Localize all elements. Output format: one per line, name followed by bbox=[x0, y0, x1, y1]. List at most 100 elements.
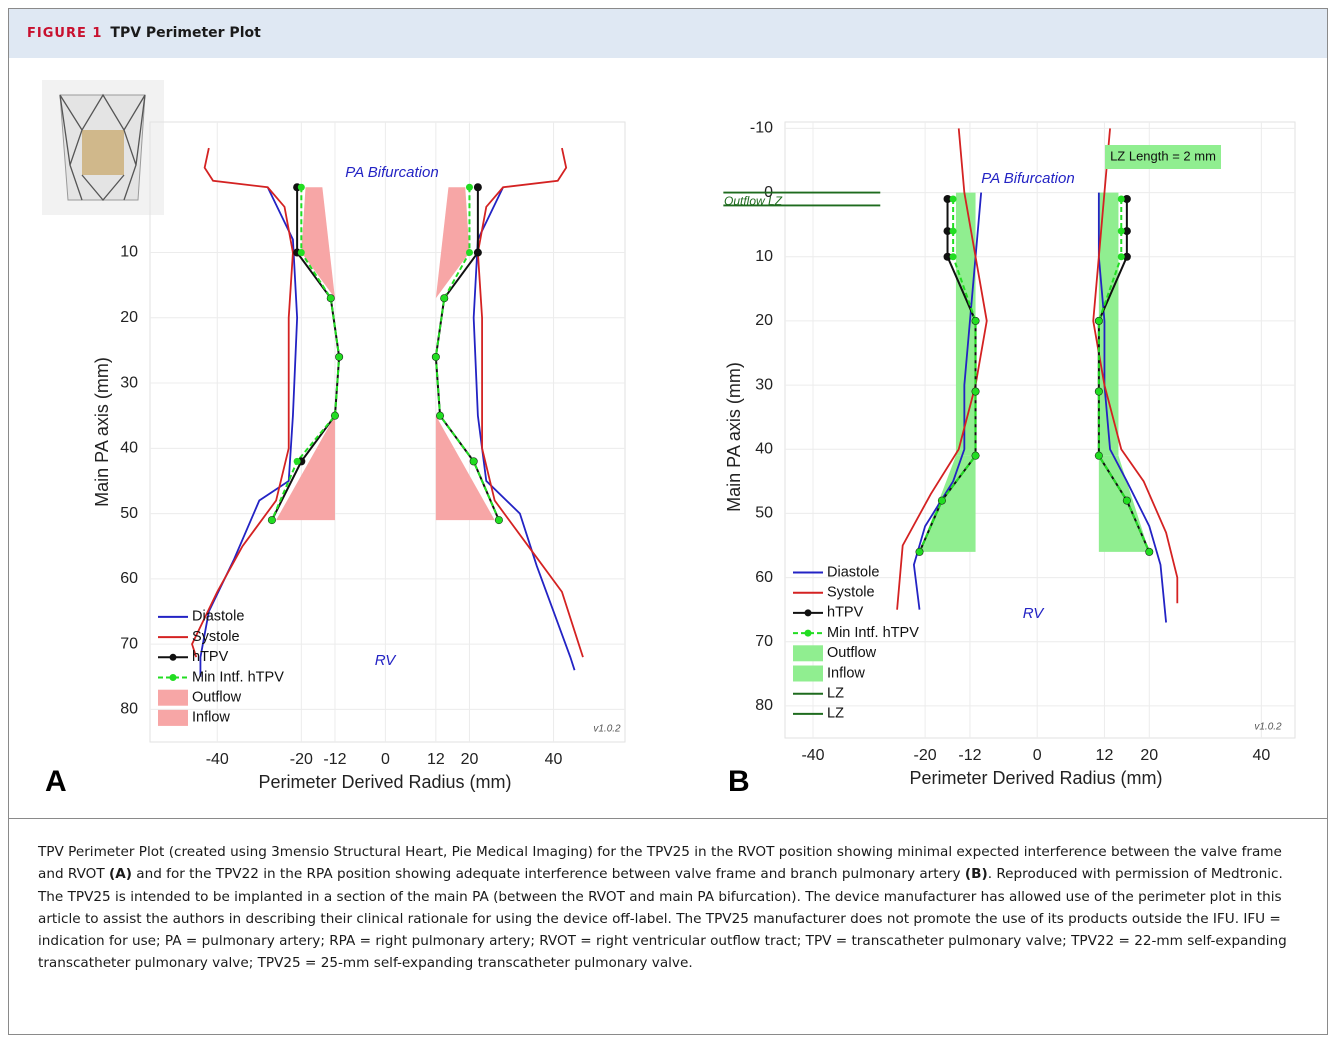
legend-swatch bbox=[158, 689, 188, 706]
y-tick-label: 20 bbox=[120, 309, 138, 326]
caption-text: and for the TPV22 in the RPA position sh… bbox=[131, 866, 965, 883]
y-tick-label: 50 bbox=[120, 505, 138, 522]
marker bbox=[1095, 388, 1103, 395]
x-axis-label: Perimeter Derived Radius (mm) bbox=[258, 772, 511, 792]
legend-swatch bbox=[793, 645, 823, 662]
area bbox=[435, 187, 470, 299]
chart: -40 -20 -12 0 12 20 40-1001020304050607080Peri… bbox=[723, 120, 1296, 798]
legend-swatch bbox=[158, 709, 188, 726]
y-tick-label: 10 bbox=[755, 248, 773, 265]
figure-label: FIGURE 1 bbox=[27, 26, 103, 41]
marker bbox=[1095, 317, 1103, 325]
area bbox=[276, 415, 335, 521]
plot-area bbox=[784, 121, 1296, 739]
x-tick-label: 0 bbox=[381, 751, 390, 768]
marker bbox=[297, 183, 305, 191]
figure-header: FIGURE 1 TPV Perimeter Plot bbox=[9, 9, 1327, 58]
x-tick-label: 12 bbox=[1096, 747, 1114, 764]
chart: -40 -20 -12 0 12 20 40 10 20 30 40 50 60 70 80 Perimete… bbox=[45, 121, 626, 798]
legend-marker bbox=[169, 653, 177, 661]
x-tick-label: 0 bbox=[1033, 747, 1042, 764]
marker bbox=[972, 388, 980, 395]
legend-label: Diastole bbox=[827, 564, 879, 580]
line bbox=[1092, 128, 1179, 604]
annotation-box bbox=[1105, 145, 1221, 169]
caption-text: (B) bbox=[964, 866, 988, 883]
y-tick-label: 20 bbox=[755, 312, 773, 329]
legend-label: Outflow bbox=[827, 645, 877, 661]
x-tick-label: 20 bbox=[461, 751, 479, 768]
y-tick-label: -10 bbox=[750, 120, 773, 137]
annotation: LZ Length = 2 mm bbox=[1110, 148, 1216, 163]
marker bbox=[465, 249, 473, 257]
marker bbox=[268, 516, 276, 524]
panel-label: A bbox=[45, 765, 67, 798]
marker bbox=[1123, 497, 1131, 505]
x-tick-label: -40 bbox=[801, 747, 824, 764]
caption-text: . Reproduced with permission of Medtroni… bbox=[38, 866, 1287, 972]
line bbox=[1097, 199, 1151, 553]
x-tick-label: -40 bbox=[206, 751, 229, 768]
marker bbox=[938, 497, 946, 505]
marker bbox=[432, 353, 440, 361]
marker bbox=[473, 183, 482, 192]
area bbox=[955, 192, 976, 456]
y-tick-label: 40 bbox=[755, 440, 773, 457]
legend-marker bbox=[169, 674, 177, 681]
area bbox=[1098, 455, 1150, 552]
legend-swatch bbox=[793, 665, 823, 682]
figure: FIGURE 1 TPV Perimeter Plot TPV Perimeter… bbox=[8, 8, 1328, 1035]
caption-text: (A) bbox=[108, 866, 132, 883]
marker bbox=[1117, 253, 1125, 261]
legend-marker bbox=[804, 609, 812, 617]
area bbox=[301, 187, 335, 299]
y-tick-label: 80 bbox=[755, 697, 773, 714]
x-tick-label: 40 bbox=[1252, 747, 1270, 764]
marker bbox=[916, 548, 924, 556]
charts: -40 -20 -12 0 12 20 40 10 20 30 40 50 60 70 80 Perimete… bbox=[42, 80, 1296, 798]
legend-label: Systole bbox=[827, 585, 875, 601]
y-tick-label: 50 bbox=[755, 505, 773, 522]
line bbox=[1097, 192, 1167, 623]
panel-label: B bbox=[728, 765, 750, 798]
annotation: RV bbox=[1023, 605, 1046, 622]
marker bbox=[470, 457, 478, 465]
legend-label: LZ bbox=[827, 706, 844, 722]
legend-label: Min Intf. hTPV bbox=[192, 669, 284, 685]
legend-label: LZ bbox=[827, 686, 844, 702]
figure-title: TPV Perimeter Plot bbox=[110, 25, 261, 41]
y-tick-label: 60 bbox=[120, 570, 138, 587]
marker bbox=[495, 516, 503, 524]
line bbox=[199, 186, 299, 677]
marker bbox=[1145, 548, 1153, 556]
legend-label: Systole bbox=[192, 629, 240, 645]
marker bbox=[297, 249, 305, 257]
marker bbox=[1122, 195, 1131, 203]
annotation: v1.0.2 bbox=[593, 724, 621, 735]
marker bbox=[949, 195, 957, 203]
marker bbox=[943, 252, 952, 261]
marker bbox=[1095, 452, 1103, 460]
line bbox=[918, 199, 977, 553]
x-axis-label: Perimeter Derived Radius (mm) bbox=[909, 768, 1162, 788]
annotation: PA Bifurcation bbox=[981, 170, 1074, 187]
marker bbox=[1122, 227, 1131, 236]
x-tick-label: -20 bbox=[290, 751, 313, 768]
legend-label: Inflow bbox=[827, 665, 865, 681]
annotation: v1.0.2 bbox=[1254, 722, 1282, 733]
annotation: Outflow LZ bbox=[724, 194, 783, 208]
marker bbox=[943, 195, 952, 203]
x-tick-label: 12 bbox=[427, 751, 445, 768]
marker bbox=[949, 253, 957, 261]
marker bbox=[331, 412, 339, 420]
y-tick-label: 60 bbox=[755, 569, 773, 586]
legend-label: hTPV bbox=[192, 649, 229, 665]
divider bbox=[9, 818, 1327, 819]
x-tick-label: 20 bbox=[1140, 747, 1158, 764]
annotation: PA Bifurcation bbox=[345, 164, 438, 181]
y-tick-label: 80 bbox=[120, 701, 138, 718]
valve-photo bbox=[42, 80, 164, 215]
x-tick-label: -12 bbox=[323, 751, 346, 768]
line bbox=[472, 186, 576, 671]
